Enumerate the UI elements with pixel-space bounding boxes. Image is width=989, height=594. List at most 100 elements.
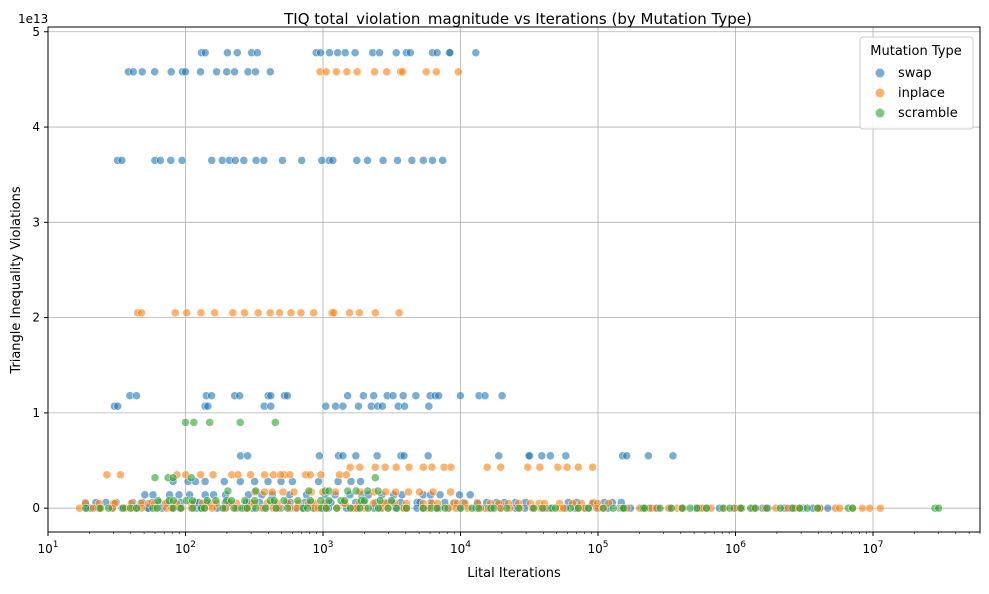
point-swap (378, 156, 388, 165)
point-swap (622, 451, 631, 461)
point-swap (251, 67, 260, 77)
point-scramble (802, 503, 812, 513)
point-inplace (432, 67, 441, 77)
point-swap (266, 401, 276, 411)
point-inplace (352, 67, 362, 77)
point-inplace (240, 308, 249, 318)
point-inplace (296, 308, 306, 318)
point-inplace (171, 308, 180, 318)
point-inplace (574, 462, 583, 472)
point-inplace (276, 470, 285, 480)
point-scramble (346, 503, 355, 513)
point-inplace (482, 462, 492, 472)
point-scramble (566, 503, 575, 513)
y-tick-label: 3 (32, 215, 40, 229)
point-swap (494, 451, 503, 461)
point-scramble (95, 503, 105, 513)
point-inplace (268, 487, 277, 497)
point-swap (399, 451, 409, 461)
point-swap (356, 477, 365, 486)
point-inplace (370, 67, 379, 77)
point-swap (471, 48, 481, 57)
point-scramble (355, 503, 365, 513)
point-scramble (205, 418, 214, 427)
point-scramble (736, 503, 745, 513)
point-scramble (351, 486, 361, 496)
point-swap (207, 391, 216, 400)
point-swap (524, 451, 534, 461)
y-axis-label: Triangle Inequality Violations (9, 186, 24, 375)
point-swap (372, 451, 382, 461)
point-swap (407, 156, 417, 165)
point-scramble (514, 503, 523, 513)
point-swap (400, 401, 409, 411)
point-scramble (489, 503, 499, 513)
point-inplace (382, 67, 391, 77)
point-inplace (398, 67, 407, 77)
point-scramble (251, 486, 261, 496)
point-swap (259, 156, 269, 165)
point-swap (391, 48, 401, 57)
point-swap (644, 451, 653, 461)
point-inplace (137, 308, 146, 318)
point-inplace (381, 487, 390, 497)
point-swap (231, 156, 240, 165)
point-inplace (404, 487, 413, 497)
point-swap (328, 156, 338, 165)
point-swap (253, 48, 262, 57)
point-scramble (150, 473, 160, 482)
point-scramble (153, 496, 163, 505)
point-inplace (454, 67, 463, 77)
point-scramble (227, 496, 236, 505)
point-inplace (246, 470, 255, 480)
point-inplace (427, 462, 437, 472)
point-swap (465, 490, 475, 500)
point-swap (363, 156, 372, 165)
chart-title: TIQ total_violation_magnitude vs Iterati… (283, 10, 752, 29)
point-scramble (692, 503, 702, 513)
point-swap (537, 451, 547, 461)
point-scramble (235, 418, 245, 427)
point-scramble (223, 486, 233, 496)
point-swap (424, 401, 434, 411)
point-scramble (502, 503, 512, 513)
point-swap (220, 477, 229, 486)
point-scramble (152, 503, 162, 513)
point-scramble (529, 503, 538, 513)
point-swap (411, 391, 421, 400)
point-swap (239, 156, 249, 165)
point-swap (230, 67, 239, 77)
point-scramble (189, 418, 199, 427)
point-inplace (876, 503, 885, 513)
point-swap (196, 67, 205, 77)
point-inplace (306, 470, 315, 480)
point-swap (350, 48, 360, 57)
point-inplace (380, 462, 390, 472)
point-swap (166, 67, 176, 77)
point-swap (207, 156, 216, 165)
point-scramble (240, 496, 249, 505)
point-scramble (373, 486, 383, 496)
point-inplace (562, 462, 572, 472)
point-swap (200, 477, 210, 486)
point-swap (140, 490, 150, 500)
point-scramble (374, 503, 383, 513)
y-tick-label: 0 (32, 501, 40, 515)
point-swap (137, 67, 147, 77)
point-swap (266, 67, 275, 77)
point-inplace (535, 462, 545, 472)
point-swap (331, 401, 340, 411)
point-scramble (371, 473, 380, 482)
point-inplace (371, 308, 380, 318)
point-swap (456, 391, 465, 400)
point-scramble (211, 496, 221, 505)
x-axis-label: Lital Iterations (467, 566, 561, 581)
point-scramble (762, 503, 772, 513)
point-scramble (456, 503, 465, 513)
point-swap (113, 401, 122, 411)
point-swap (375, 48, 384, 57)
point-inplace (286, 308, 296, 318)
point-scramble (387, 496, 396, 505)
